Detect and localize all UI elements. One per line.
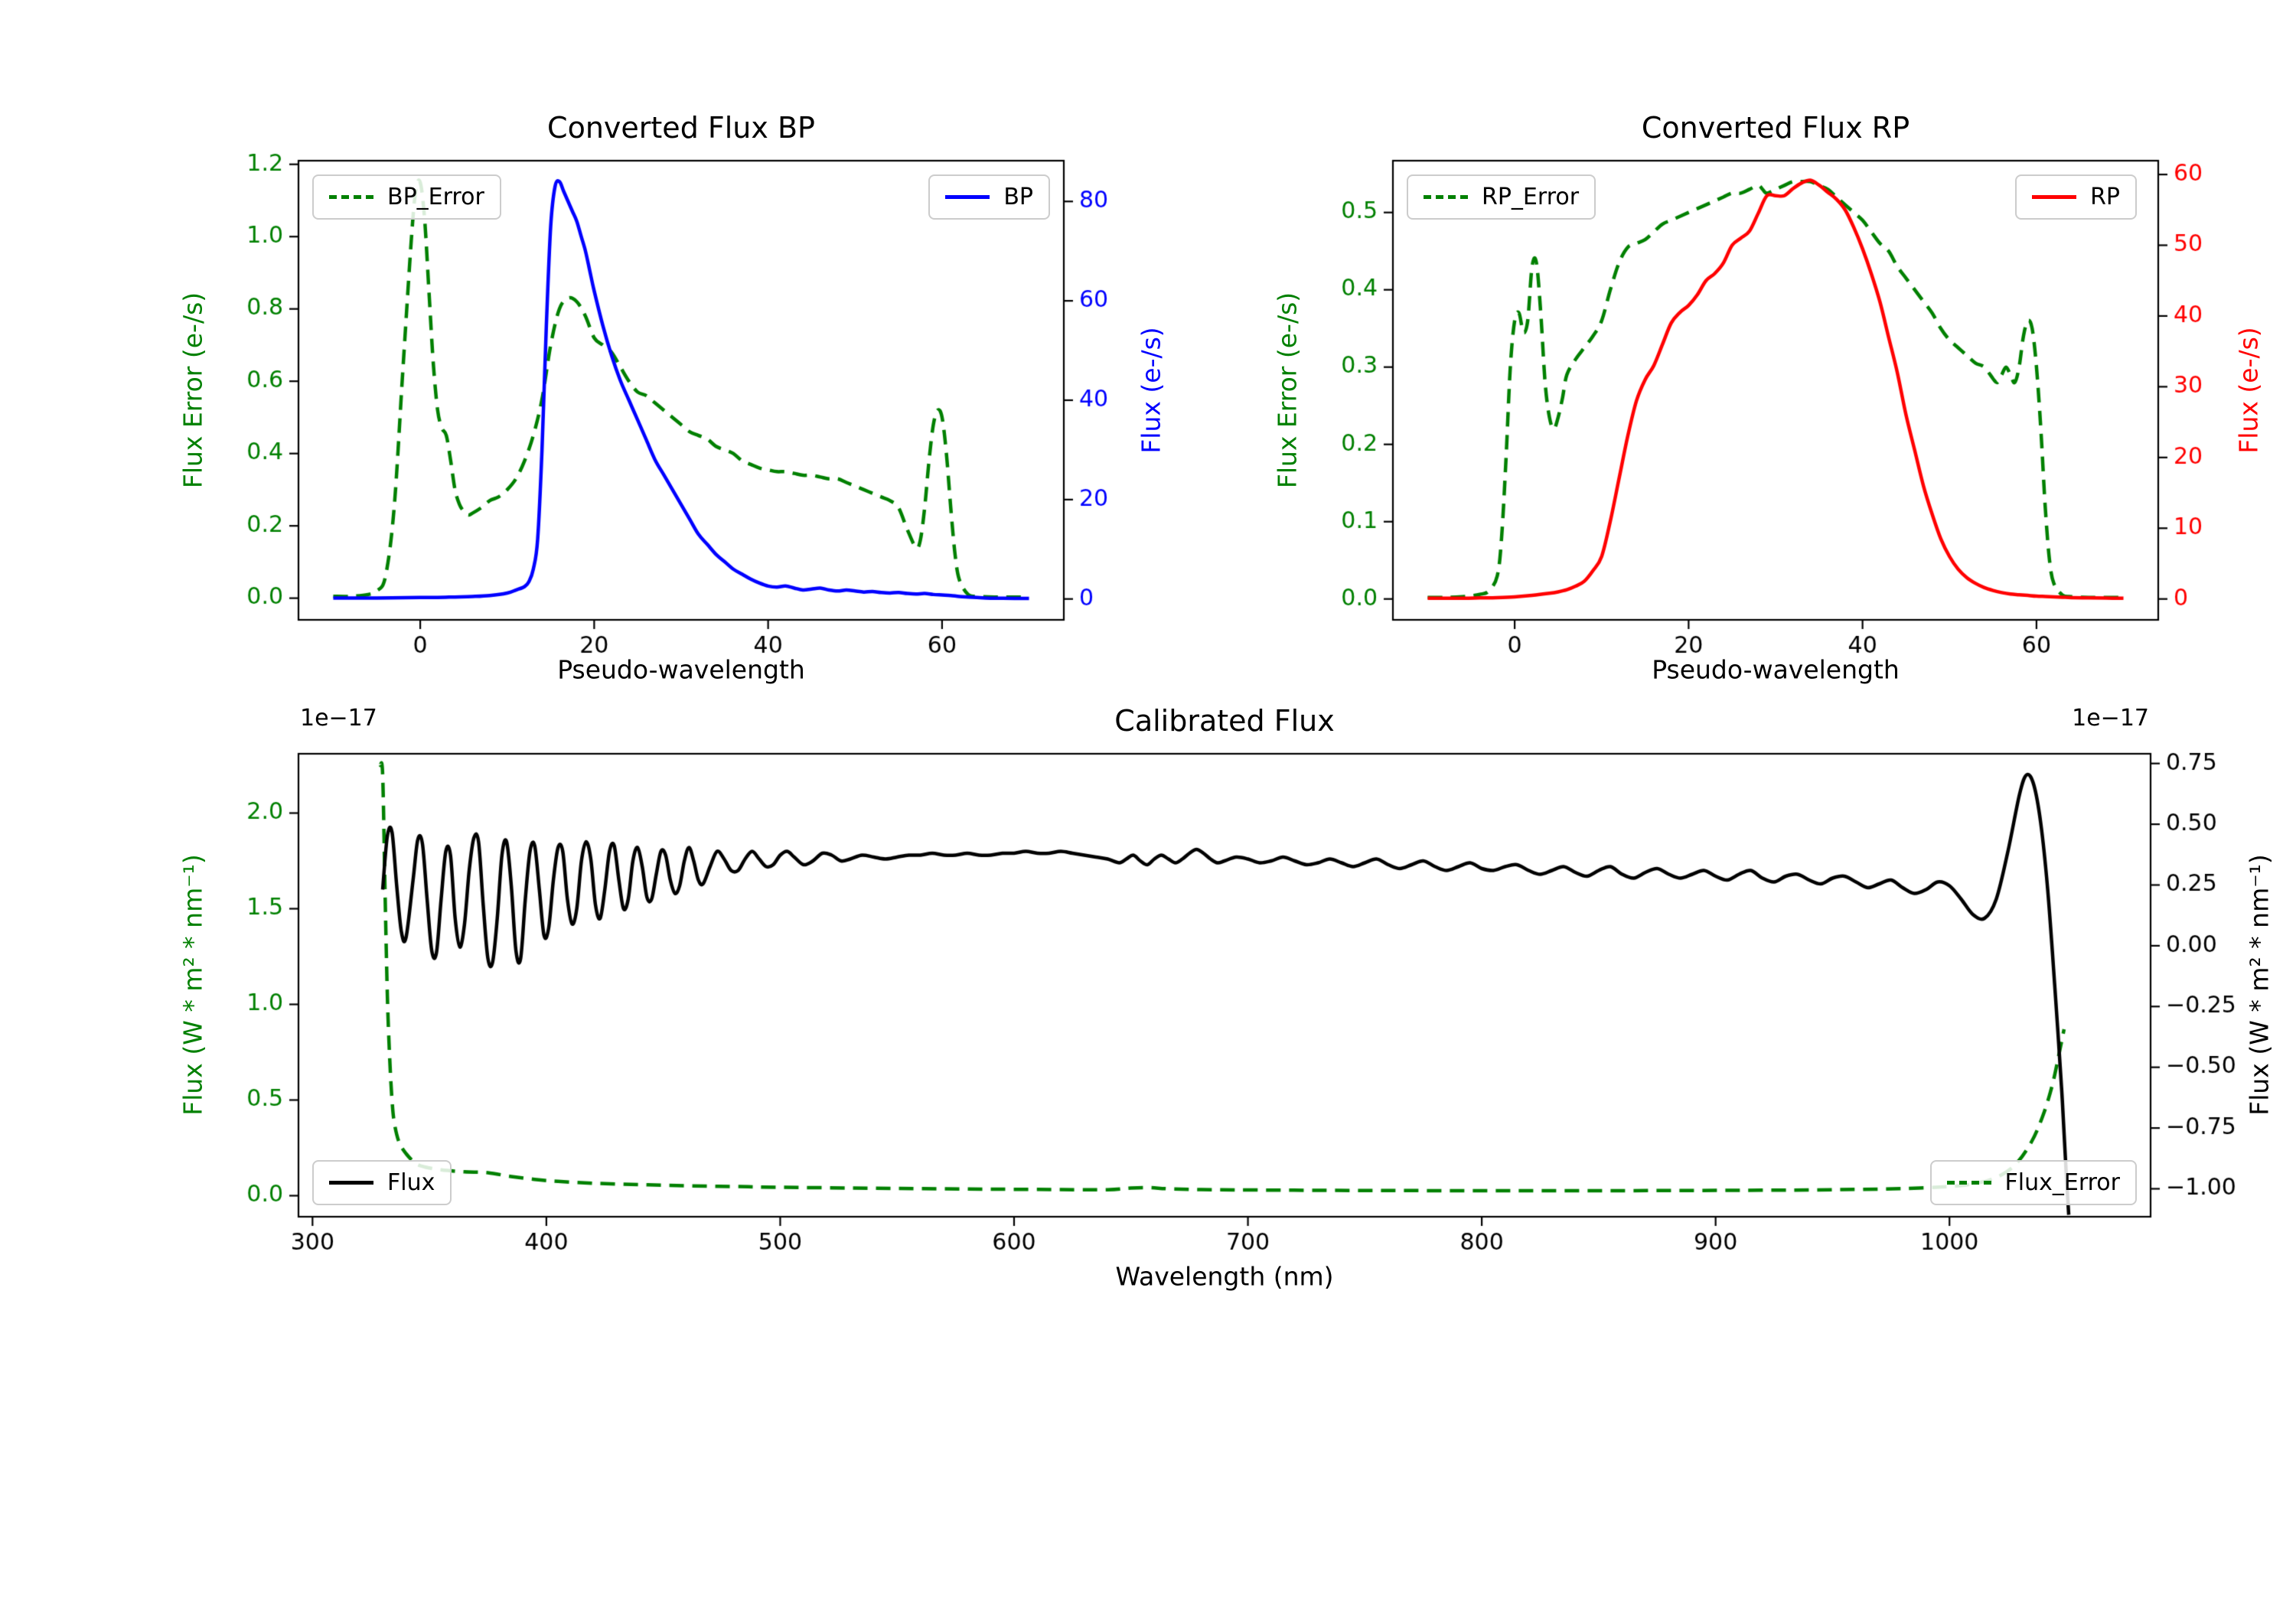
rp-chart-title: Converted Flux RP	[1641, 111, 1910, 145]
bp-xaxis-label: Pseudo-wavelength	[557, 654, 805, 685]
calibrated-left-yaxis-label: Flux (W * m² * nm⁻¹)	[178, 854, 208, 1116]
calibrated-right-yaxis-label: Flux (W * m² * nm⁻¹)	[2244, 854, 2275, 1116]
flux-legend-line	[329, 1181, 373, 1185]
bp-error-legend: BP_Error	[312, 174, 501, 220]
bp-legend-label: BP	[1003, 184, 1033, 210]
flux-error-legend: Flux_Error	[1929, 1160, 2137, 1205]
rp-legend-label: RP	[2090, 184, 2120, 210]
bp-right-yaxis-label: Flux (e-/s)	[1136, 327, 1166, 454]
calibrated-xaxis-label: Wavelength (nm)	[1115, 1261, 1334, 1292]
left-offset-text: 1e−17	[300, 705, 377, 732]
bp-legend: BP	[928, 174, 1050, 220]
bp-chart-title: Converted Flux BP	[547, 111, 815, 145]
rp-error-legend: RP_Error	[1407, 174, 1596, 220]
calibrated-chart-title: Calibrated Flux	[1114, 704, 1335, 738]
bp-left-yaxis-label: Flux Error (e-/s)	[178, 292, 208, 489]
bp-error-legend-line	[329, 195, 373, 199]
rp-left-yaxis-label: Flux Error (e-/s)	[1272, 292, 1303, 489]
right-offset-text: 1e−17	[2072, 705, 2149, 732]
rp-legend: RP	[2015, 174, 2137, 220]
rp-right-yaxis-label: Flux (e-/s)	[2233, 327, 2264, 454]
bp-legend-line	[945, 195, 990, 199]
rp-error-legend-label: RP_Error	[1482, 184, 1580, 210]
flux-error-legend-line	[1946, 1181, 1991, 1185]
rp-xaxis-label: Pseudo-wavelength	[1652, 654, 1900, 685]
rp-error-legend-line	[1424, 195, 1468, 199]
flux-legend: Flux	[312, 1160, 452, 1205]
flux-error-legend-label: Flux_Error	[2004, 1169, 2120, 1196]
flux-legend-label: Flux	[387, 1169, 435, 1196]
bp-error-legend-label: BP_Error	[387, 184, 484, 210]
rp-legend-line	[2032, 195, 2077, 199]
